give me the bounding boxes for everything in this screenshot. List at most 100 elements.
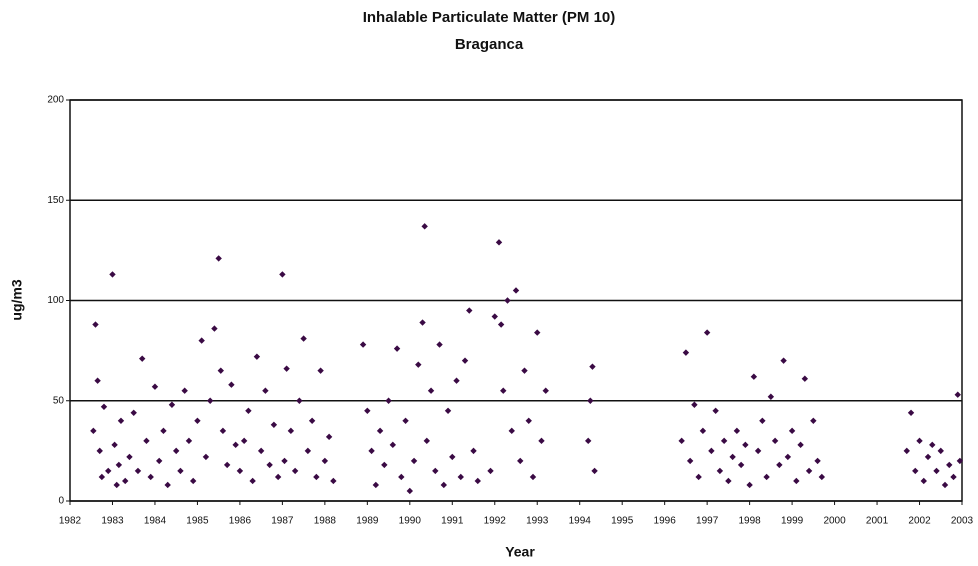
point (376, 427, 384, 435)
point (270, 421, 278, 429)
point (211, 325, 218, 332)
x-tick-label: 1991 (441, 516, 464, 527)
point (98, 473, 106, 481)
point (716, 467, 724, 475)
point (907, 409, 915, 416)
point (487, 467, 494, 475)
point (801, 375, 809, 382)
point (521, 367, 528, 374)
point (937, 447, 944, 455)
point (818, 473, 826, 481)
y-axis-label: ug/m3 (9, 279, 25, 320)
point (279, 271, 286, 278)
point (321, 457, 329, 465)
point (436, 341, 443, 348)
point (423, 437, 430, 445)
point (529, 473, 537, 481)
point (245, 407, 252, 414)
point (784, 453, 792, 461)
point (780, 357, 787, 364)
point (300, 335, 307, 342)
x-tick-label: 1985 (186, 516, 209, 527)
point (810, 417, 817, 424)
point (281, 457, 288, 465)
point (219, 427, 227, 435)
point (691, 401, 698, 408)
point (249, 477, 256, 485)
point (500, 387, 507, 394)
point (372, 481, 380, 489)
point (202, 453, 210, 461)
point (364, 407, 371, 414)
point (215, 255, 222, 262)
y-tick-label: 200 (47, 95, 64, 106)
point (381, 461, 388, 469)
point (585, 437, 592, 445)
point (797, 441, 804, 449)
point (466, 307, 473, 314)
y-tick-label: 100 (47, 295, 64, 306)
point (534, 329, 541, 336)
point (122, 477, 129, 485)
point (96, 447, 103, 455)
point (156, 457, 163, 465)
point (538, 437, 545, 445)
point (147, 473, 154, 481)
point (198, 337, 205, 344)
point (720, 437, 728, 445)
point (686, 457, 694, 465)
point (172, 447, 180, 455)
point (946, 461, 953, 469)
point (126, 453, 133, 461)
point (793, 477, 800, 485)
point (266, 461, 273, 469)
point (763, 473, 770, 481)
point (470, 447, 477, 455)
x-tick-label: 1984 (144, 516, 167, 527)
point (368, 447, 375, 455)
point (185, 437, 193, 445)
point (109, 271, 116, 278)
point (287, 427, 295, 435)
point (729, 453, 736, 461)
point (111, 441, 118, 449)
x-tick-label: 1995 (611, 516, 634, 527)
point (257, 447, 265, 455)
point (313, 473, 320, 481)
x-axis-label: Year (505, 544, 535, 560)
x-tick-label: 1989 (356, 516, 379, 527)
point (504, 297, 511, 304)
point (767, 393, 775, 400)
point (474, 477, 481, 485)
point (457, 473, 464, 481)
point (432, 467, 439, 475)
point (117, 417, 125, 424)
point (495, 239, 503, 246)
point (419, 319, 426, 326)
point (130, 409, 137, 416)
point (139, 355, 146, 362)
point (678, 437, 685, 445)
chart-subtitle: Braganca (455, 36, 524, 53)
point (695, 473, 702, 481)
point (217, 367, 224, 374)
point (308, 417, 316, 424)
point (240, 437, 248, 445)
point (703, 329, 711, 336)
x-tick-label: 1986 (229, 516, 252, 527)
y-tick-label: 50 (53, 395, 65, 406)
point (733, 427, 741, 435)
point (587, 397, 594, 404)
point (929, 441, 936, 449)
x-tick-label: 1982 (59, 516, 82, 527)
x-tick-label: 1998 (738, 516, 761, 527)
point (90, 427, 97, 435)
point (398, 473, 405, 481)
point (440, 481, 447, 489)
point (296, 397, 303, 404)
point (491, 313, 498, 320)
point (776, 461, 783, 469)
point (232, 441, 239, 449)
point (113, 481, 120, 489)
point (317, 367, 324, 374)
